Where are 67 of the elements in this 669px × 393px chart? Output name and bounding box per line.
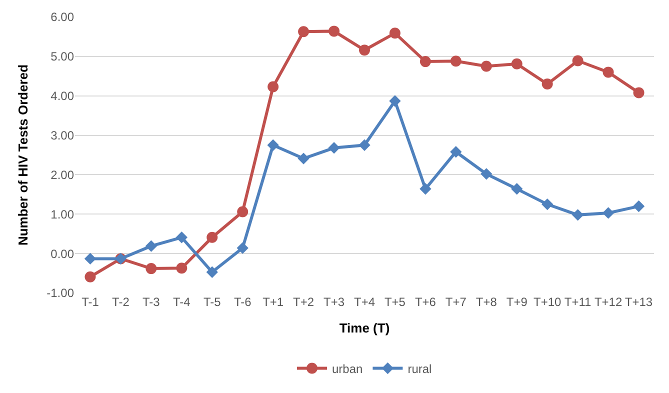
point: [236, 242, 248, 254]
y-tick-label: 5.00: [50, 50, 74, 64]
y-tick-label: 0.00: [50, 246, 74, 261]
x-tick-label: T+12: [594, 295, 622, 309]
point: [176, 232, 188, 244]
point: [572, 209, 584, 221]
point: [206, 266, 218, 278]
point: [542, 78, 553, 90]
point: [268, 81, 279, 92]
y-tick-label: -1.00: [46, 286, 74, 300]
x-tick-label: T+11: [564, 295, 592, 309]
x-tick-label: T+3: [324, 295, 345, 309]
x-axis-title: Time (T): [339, 320, 390, 336]
point: [145, 240, 158, 252]
point: [389, 28, 400, 39]
point: [176, 262, 188, 274]
point: [267, 139, 279, 151]
x-tick-label: T+13: [624, 295, 653, 309]
point: [84, 271, 96, 282]
y-tick-label: 3.00: [50, 128, 74, 142]
point: [237, 206, 248, 218]
legend-label: rural: [408, 362, 432, 376]
point: [84, 252, 96, 265]
point: [358, 139, 370, 151]
point: [450, 146, 462, 158]
x-tick-label: T-1: [82, 295, 100, 309]
point: [298, 152, 310, 164]
y-tick-label: 6.00: [50, 10, 74, 24]
point: [480, 168, 492, 180]
point: [602, 207, 614, 219]
point: [511, 183, 523, 195]
x-tick-label: T+1: [262, 295, 284, 309]
point: [146, 263, 157, 274]
x-tick-label: T-4: [172, 295, 191, 309]
x-tick-label: T+7: [445, 295, 467, 309]
point: [602, 66, 614, 78]
point: [633, 87, 644, 98]
point: [359, 44, 370, 56]
y-axis-title: Number of HIV Tests Ordered: [16, 64, 31, 246]
point: [420, 183, 432, 195]
point: [450, 56, 462, 67]
x-tick-label: T-2: [112, 295, 130, 309]
point: [480, 60, 492, 72]
point: [541, 198, 554, 210]
y-tick-label: 2.00: [50, 168, 74, 182]
x-tick-label: T+4: [354, 295, 376, 309]
point: [328, 142, 340, 154]
point: [420, 56, 431, 68]
x-tick-label: T+2: [293, 295, 314, 309]
y-tick-label: 1.00: [50, 207, 74, 222]
x-tick-label: T-3: [142, 295, 160, 309]
legend-label: urban: [332, 362, 363, 376]
point: [206, 232, 218, 243]
point: [632, 200, 645, 212]
x-tick-label: T+6: [414, 295, 436, 309]
point: [328, 26, 340, 37]
point: [511, 58, 522, 70]
x-tick-label: T+10: [533, 295, 562, 309]
x-tick-label: T+9: [506, 295, 528, 309]
y-tick-label: 4.00: [50, 89, 74, 104]
point: [572, 55, 584, 66]
x-tick-label: T-5: [203, 295, 222, 309]
x-tick-label: T+5: [384, 295, 406, 309]
x-tick-label: T+8: [476, 295, 498, 309]
x-tick-label: T-6: [234, 295, 252, 309]
point: [298, 26, 310, 38]
point: [389, 95, 401, 107]
